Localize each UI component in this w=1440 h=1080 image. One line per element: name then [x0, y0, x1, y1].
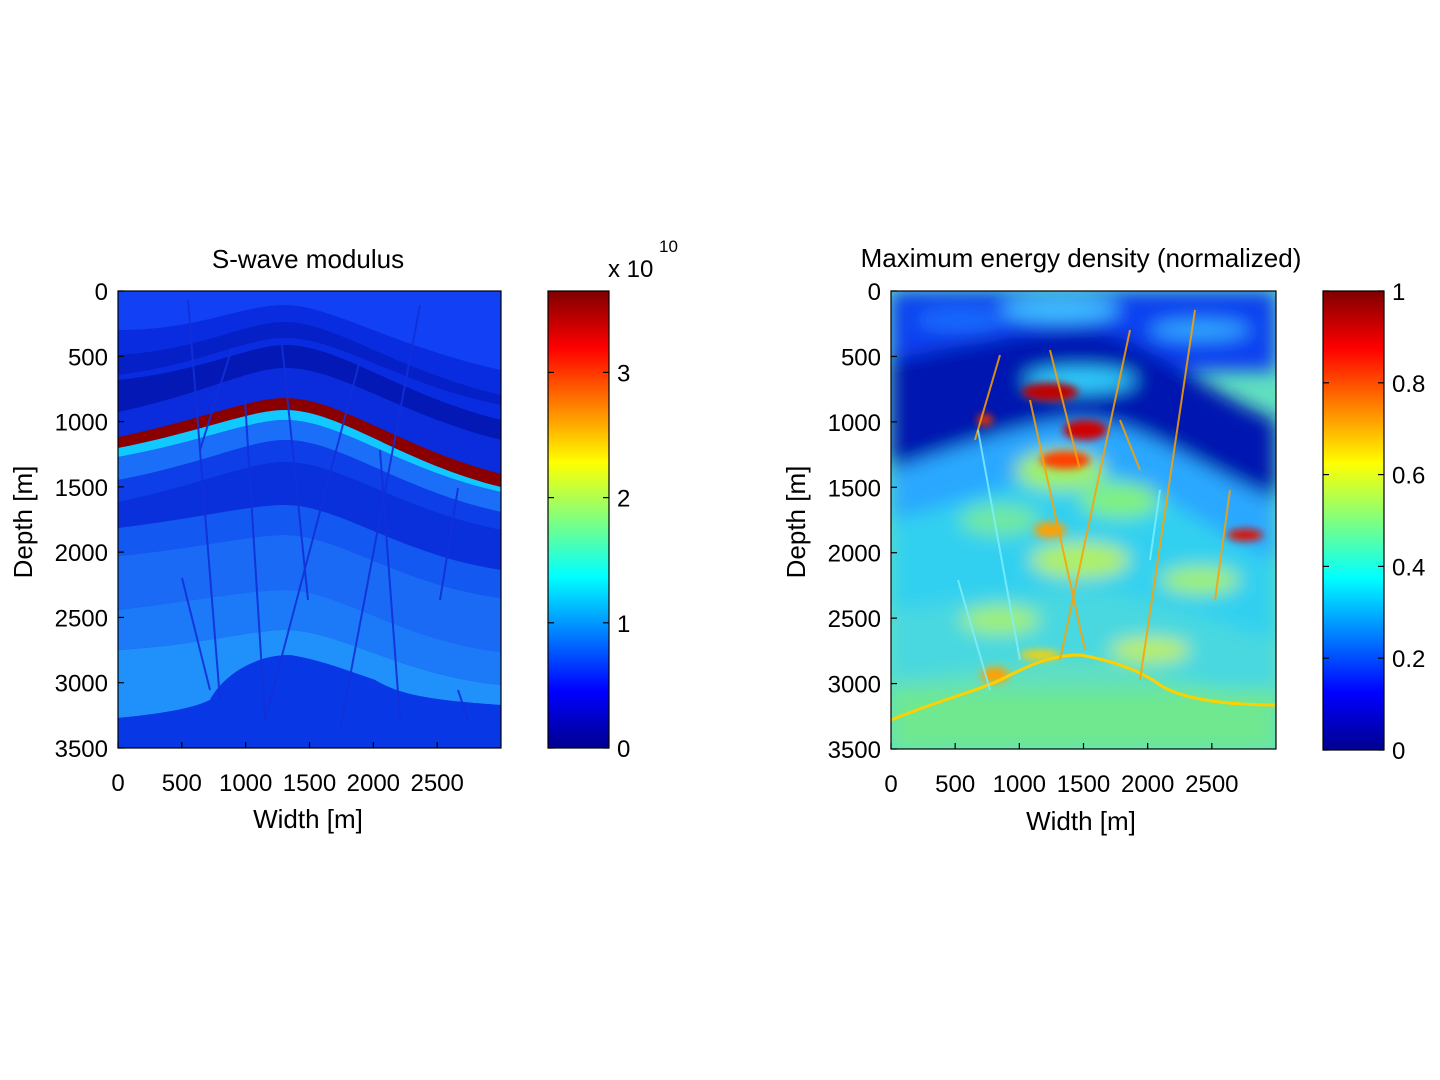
- swave-title: S-wave modulus: [212, 244, 404, 274]
- swave-colorbar-ticks: 0 1 2 3: [548, 360, 630, 763]
- colorbar-tick-label: 0.8: [1392, 371, 1425, 398]
- y-tick-label: 0: [868, 279, 881, 306]
- colorbar-tick-label: 0: [1392, 738, 1405, 765]
- y-tick-label: 3000: [828, 672, 881, 699]
- y-tick-label: 1000: [828, 410, 881, 437]
- energy-panel: 0 500 1000 1500 2000 2500 0 500 1000 1500 2000 2500…: [781, 243, 1425, 836]
- colorbar-tick-label: 0.6: [1392, 463, 1425, 490]
- swave-colorbar: [547, 290, 610, 749]
- swave-heatmap: [118, 291, 501, 748]
- colorbar-tick-label: 0.4: [1392, 554, 1425, 581]
- x-tick-label: 0: [111, 770, 124, 797]
- x-tick-label: 1500: [283, 770, 336, 797]
- y-tick-label: 2000: [55, 540, 108, 567]
- x-tick-label: 1500: [1057, 771, 1110, 798]
- y-tick-label: 1000: [55, 410, 108, 437]
- colorbar-tick-label: 0.2: [1392, 646, 1425, 673]
- y-tick-label: 500: [841, 344, 881, 371]
- x-tick-label: 1000: [993, 771, 1046, 798]
- swave-colorbar-exponent-label: x 10: [608, 256, 653, 283]
- y-tick-label: 3500: [55, 736, 108, 763]
- y-tick-label: 2500: [828, 606, 881, 633]
- y-tick-label: 1500: [828, 475, 881, 502]
- y-tick-label: 3500: [828, 737, 881, 764]
- x-tick-label: 2500: [410, 770, 463, 797]
- y-tick-label: 3000: [55, 671, 108, 698]
- energy-heatmap: [891, 291, 1276, 749]
- x-tick-label: 0: [884, 771, 897, 798]
- x-tick-label: 2000: [1121, 771, 1174, 798]
- colorbar-tick-label: 1: [617, 611, 630, 638]
- colorbar-tick-label: 2: [617, 486, 630, 513]
- x-tick-label: 2500: [1185, 771, 1238, 798]
- swave-panel: 0 500 1000 1500 2000 2500 0 500 1000 1500 2000 2500…: [8, 237, 678, 834]
- y-tick-label: 2000: [828, 541, 881, 568]
- swave-xlabel: Width [m]: [253, 804, 363, 834]
- energy-xlabel: Width [m]: [1026, 806, 1136, 836]
- energy-title: Maximum energy density (normalized): [861, 243, 1302, 273]
- x-tick-label: 1000: [219, 770, 272, 797]
- y-tick-label: 2500: [55, 605, 108, 632]
- x-tick-label: 500: [162, 770, 202, 797]
- energy-axes: 0 500 1000 1500 2000 2500 0 500 1000 1500 2000 2500…: [828, 279, 1239, 798]
- colorbar-tick-label: 1: [1392, 279, 1405, 306]
- energy-colorbar-ticks: 0 0.2 0.4 0.6 0.8 1: [1323, 279, 1425, 765]
- swave-colorbar-exponent: 10: [659, 237, 678, 256]
- y-tick-label: 1500: [55, 475, 108, 502]
- swave-axes: 0 500 1000 1500 2000 2500 0 500 1000 1500 2000 2500…: [55, 279, 464, 797]
- energy-colorbar: [1322, 290, 1385, 751]
- x-tick-label: 2000: [347, 770, 400, 797]
- colorbar-tick-label: 0: [617, 736, 630, 763]
- swave-ylabel: Depth [m]: [8, 466, 38, 579]
- y-tick-label: 0: [95, 279, 108, 306]
- x-tick-label: 500: [935, 771, 975, 798]
- colorbar-tick-label: 3: [617, 360, 630, 387]
- energy-ylabel: Depth [m]: [781, 466, 811, 579]
- y-tick-label: 500: [68, 344, 108, 371]
